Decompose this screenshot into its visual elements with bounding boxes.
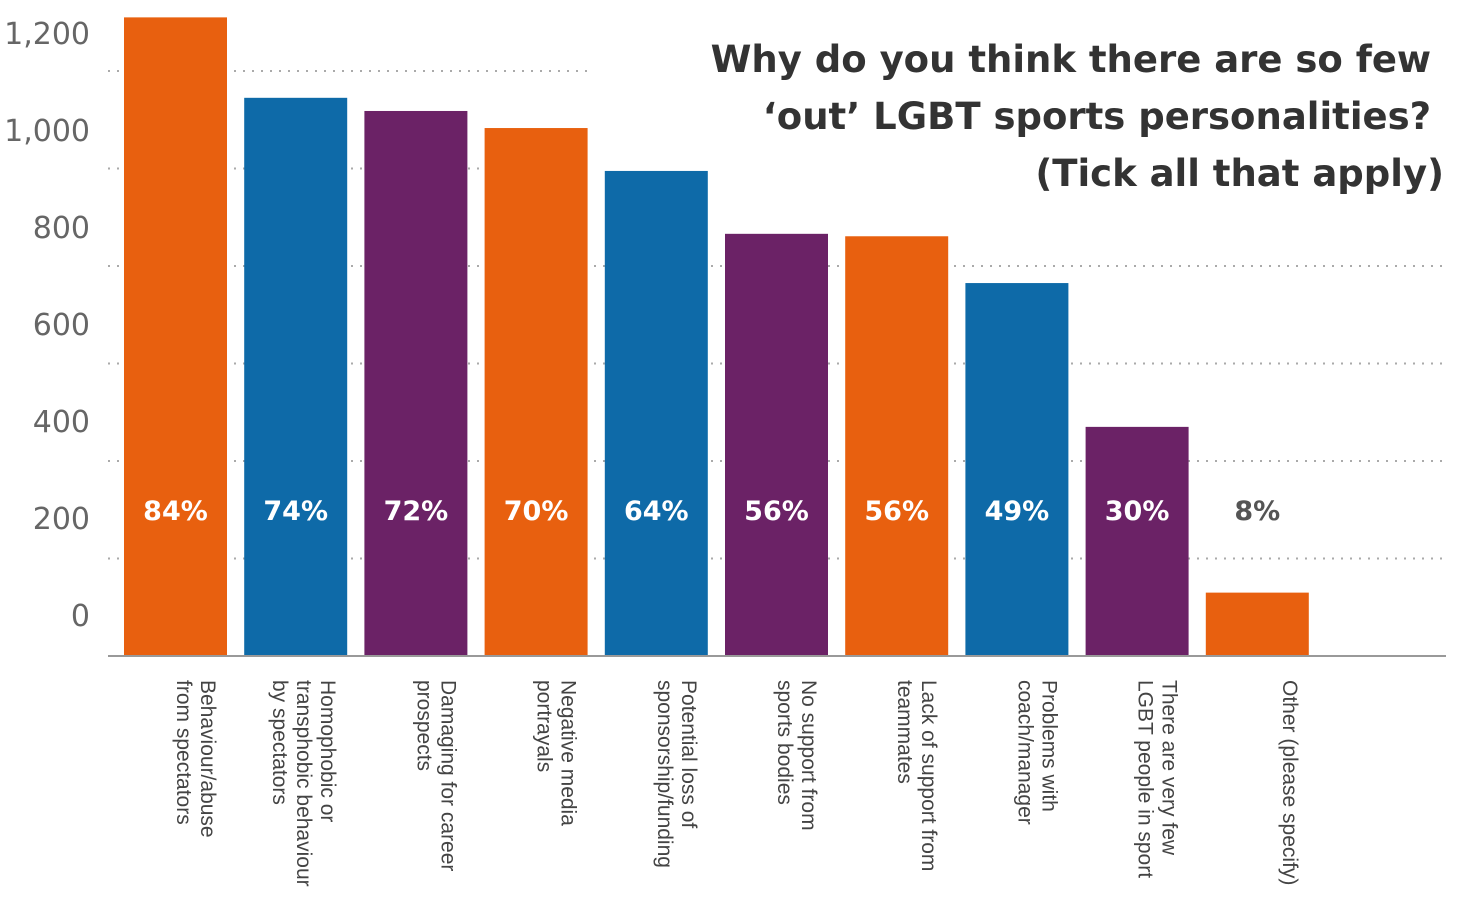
y-tick-label: 0 bbox=[71, 599, 90, 634]
category-label-line: Problems with bbox=[1037, 680, 1060, 812]
category-label-line: Other (please specify) bbox=[1278, 680, 1301, 885]
category-label: Other (please specify) bbox=[1278, 680, 1301, 885]
bar bbox=[604, 170, 708, 656]
title-line-2: ‘out’ LGBT sports personalities? bbox=[763, 95, 1431, 138]
bar-data-label: 70% bbox=[504, 496, 569, 527]
category-label-line: portrayals bbox=[533, 680, 556, 772]
bar-data-label: 56% bbox=[864, 496, 929, 527]
chart-title: Why do you think there are so few ‘out’ … bbox=[711, 38, 1444, 195]
category-label-line: There are very few bbox=[1158, 680, 1181, 856]
bar bbox=[484, 128, 588, 657]
bar-data-label: 84% bbox=[143, 496, 208, 527]
y-tick-label: 200 bbox=[33, 502, 90, 537]
category-label-line: by spectators bbox=[268, 680, 291, 805]
category-label-line: Potential loss of bbox=[677, 680, 700, 828]
bar bbox=[1205, 592, 1309, 656]
y-tick-label: 1,200 bbox=[4, 17, 90, 52]
gridlines bbox=[108, 70, 1448, 560]
bar bbox=[364, 110, 468, 657]
y-tick-label: 1,000 bbox=[4, 114, 90, 149]
bar bbox=[725, 233, 828, 656]
bar-data-label: 72% bbox=[384, 496, 449, 527]
title-line-1: Why do you think there are so few bbox=[711, 38, 1431, 81]
bar-data-label: 56% bbox=[744, 496, 809, 527]
category-label-line: No support from bbox=[797, 680, 820, 831]
bar bbox=[1085, 426, 1189, 656]
bar bbox=[965, 283, 1069, 656]
bar-data-label: 30% bbox=[1105, 496, 1170, 527]
category-label-line: transphobic behaviour bbox=[292, 680, 315, 887]
y-axis-tick-labels: 0 200 400 600 800 1,000 1,200 bbox=[4, 17, 90, 634]
category-label-line: from spectators bbox=[172, 680, 195, 825]
category-label-line: prospects bbox=[412, 680, 435, 771]
y-tick-label: 600 bbox=[33, 308, 90, 343]
bar bbox=[845, 236, 949, 656]
bars bbox=[124, 17, 1309, 657]
bar-data-labels: 84% 74% 72% 70% 64% 56% 56% 49% 30% 8% bbox=[143, 496, 1280, 527]
category-label-line: Damaging for career bbox=[436, 680, 459, 871]
category-label-line: Behaviour/abuse bbox=[196, 680, 219, 838]
bar bbox=[244, 97, 348, 656]
category-label-line: coach/manager bbox=[1013, 680, 1036, 825]
bar-data-label: 74% bbox=[263, 496, 328, 527]
category-label-line: sponsorship/funding bbox=[653, 680, 676, 868]
category-label-line: Lack of support from bbox=[917, 680, 940, 871]
category-label-line: sports bodies bbox=[773, 680, 796, 805]
y-tick-label: 800 bbox=[33, 211, 90, 246]
bar bbox=[124, 17, 227, 656]
category-label-line: teammates bbox=[893, 680, 916, 784]
category-label-line: LGBT people in sport bbox=[1134, 680, 1157, 878]
y-tick-label: 400 bbox=[33, 405, 90, 440]
category-label-line: Homophobic or bbox=[316, 680, 339, 822]
bar-data-label: 64% bbox=[624, 496, 689, 527]
bar-data-label: 8% bbox=[1234, 496, 1280, 527]
bar-data-label: 49% bbox=[985, 496, 1050, 527]
category-label-line: Negative media bbox=[557, 680, 580, 826]
title-line-3: (Tick all that apply) bbox=[1035, 152, 1444, 195]
